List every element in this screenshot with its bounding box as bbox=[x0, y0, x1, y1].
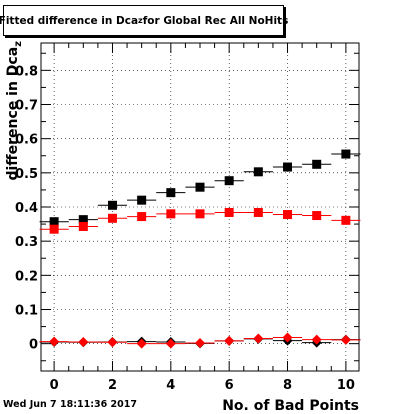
data-point bbox=[165, 338, 176, 349]
y-tick-label: 0.3 bbox=[15, 235, 38, 250]
data-point bbox=[195, 182, 205, 192]
data-point bbox=[224, 207, 234, 217]
y-tick-label: 0.4 bbox=[15, 201, 38, 216]
data-point bbox=[253, 167, 263, 177]
data-point bbox=[78, 221, 88, 231]
x-tick-label: 10 bbox=[337, 378, 355, 393]
data-point bbox=[253, 333, 264, 344]
chart-title-text: Fitted difference in Dca bbox=[0, 14, 139, 27]
y-tick-label: 0.2 bbox=[15, 269, 38, 284]
data-point bbox=[107, 213, 117, 223]
data-point bbox=[107, 200, 117, 210]
series-square-red bbox=[39, 207, 361, 234]
x-axis-ticks: 0 2 4 6 8 10 bbox=[50, 43, 355, 393]
timestamp: Wed Jun 7 18:11:36 2017 bbox=[3, 399, 137, 410]
data-point bbox=[49, 224, 59, 234]
chart-title: Fitted difference in Dca z for Global Rec… bbox=[0, 5, 288, 36]
y-tick-label: 0.6 bbox=[15, 133, 38, 148]
x-axis-label: No. of Bad Points bbox=[222, 398, 359, 414]
x-tick-label: 2 bbox=[108, 378, 117, 393]
y-tick-label: 0.5 bbox=[15, 167, 38, 182]
data-series bbox=[39, 149, 361, 349]
data-point bbox=[312, 159, 322, 169]
data-point bbox=[49, 336, 60, 347]
data-point bbox=[137, 212, 147, 222]
data-point bbox=[136, 338, 147, 349]
data-point bbox=[195, 209, 205, 219]
data-point bbox=[224, 176, 234, 186]
y-tick-label: 0.8 bbox=[15, 64, 38, 79]
y-tick-label: 0.7 bbox=[15, 99, 38, 114]
data-point bbox=[107, 337, 118, 348]
series-diamond-red bbox=[39, 332, 361, 349]
data-point bbox=[282, 332, 293, 343]
y-axis-ticks: 0 0.1 0.2 0.3 0.4 0.5 0.6 0.7 0.8 bbox=[15, 52, 359, 362]
data-point bbox=[78, 215, 88, 225]
data-point bbox=[283, 162, 293, 172]
data-point bbox=[137, 195, 147, 205]
y-axis-label-subscript: z bbox=[13, 41, 24, 47]
x-tick-label: 4 bbox=[166, 378, 175, 393]
data-point bbox=[311, 334, 322, 345]
data-point bbox=[224, 335, 235, 346]
y-tick-label: 0 bbox=[29, 338, 38, 353]
data-point bbox=[195, 337, 205, 348]
x-tick-label: 6 bbox=[225, 378, 234, 393]
chart-title-suffix: for Global Rec All NoHits bbox=[142, 14, 289, 27]
y-axis-label: difference in Dcaz bbox=[5, 41, 24, 181]
data-point bbox=[78, 336, 89, 347]
y-axis-label-text: difference in Dca bbox=[5, 47, 21, 181]
data-point bbox=[253, 207, 263, 217]
data-point bbox=[166, 209, 176, 219]
plot-frame bbox=[40, 42, 360, 372]
data-point bbox=[340, 334, 351, 345]
data-point bbox=[341, 215, 351, 225]
series-square-black bbox=[39, 149, 361, 227]
data-point bbox=[283, 210, 293, 220]
grid-lines bbox=[41, 43, 359, 371]
x-tick-label: 0 bbox=[50, 378, 59, 393]
data-point bbox=[312, 211, 322, 221]
x-tick-label: 8 bbox=[283, 378, 292, 393]
data-point bbox=[49, 217, 59, 227]
data-point bbox=[341, 149, 351, 159]
data-point bbox=[166, 188, 176, 198]
chart-title-subscript: z bbox=[138, 16, 143, 25]
y-tick-label: 0.1 bbox=[15, 304, 38, 319]
